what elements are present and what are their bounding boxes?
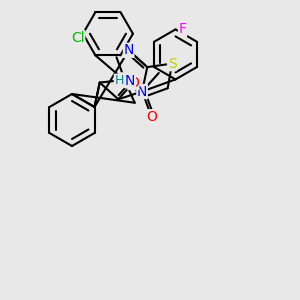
Text: N: N <box>125 74 135 88</box>
Text: Cl: Cl <box>71 31 85 45</box>
Text: O: O <box>128 76 139 90</box>
Text: O: O <box>146 110 157 124</box>
Text: F: F <box>178 22 187 36</box>
Text: N: N <box>124 44 134 57</box>
Text: S: S <box>168 57 176 70</box>
Text: N: N <box>137 85 147 98</box>
Text: O: O <box>119 73 130 87</box>
Text: H: H <box>114 74 124 87</box>
